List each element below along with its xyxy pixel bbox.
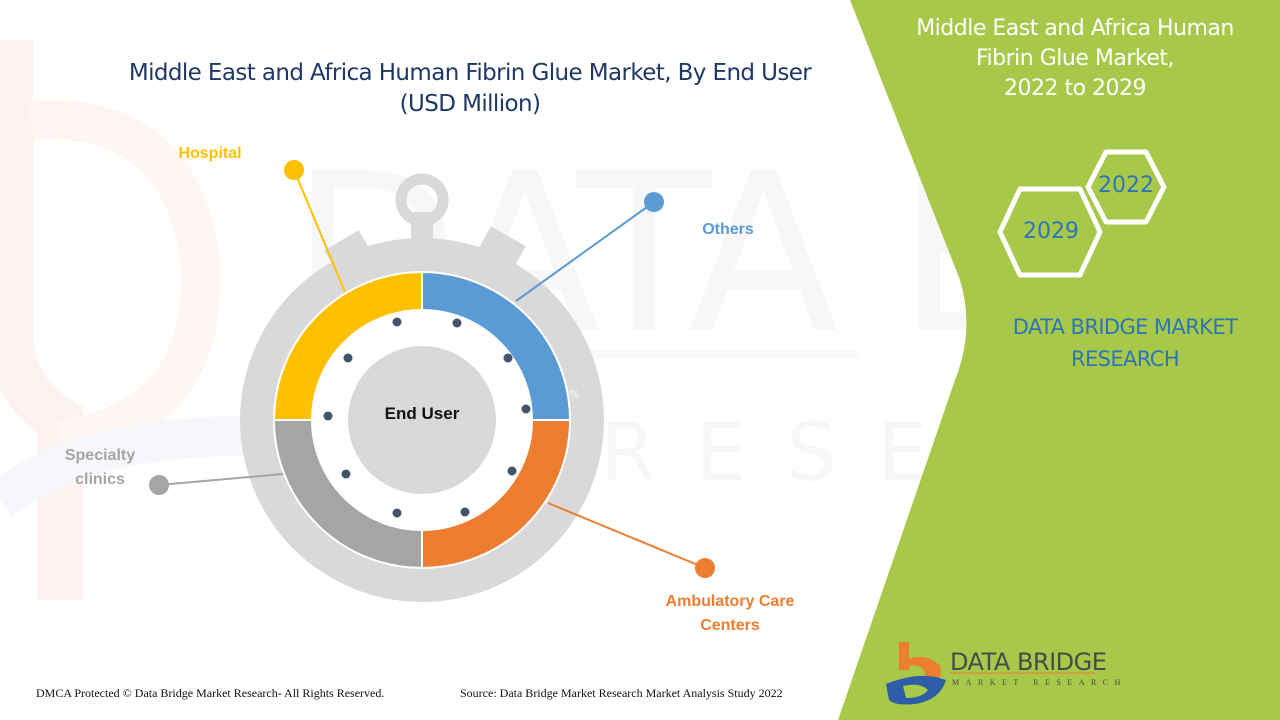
stopwatch-graphic: %	[240, 173, 604, 602]
footer-source: Source: Data Bridge Market Research Mark…	[460, 686, 783, 700]
label-specialty-clinics: Specialty clinics	[50, 444, 150, 492]
side-panel-background	[838, 0, 1280, 720]
side-title-line1: Middle East and Africa Human	[916, 16, 1234, 41]
leader-others	[515, 192, 664, 302]
label-specialty-line1: Specialty	[64, 447, 136, 464]
brand-line2: RESEARCH	[1070, 347, 1180, 371]
brand-line1: DATA BRIDGE MARKET	[1012, 315, 1238, 339]
data-bridge-logo-icon	[886, 642, 946, 705]
hexagon-2029-outline	[997, 186, 1103, 278]
leader-hospital	[284, 160, 346, 293]
side-panel-title: Middle East and Africa Human Fibrin Glue…	[880, 14, 1270, 104]
footer-copyright: DMCA Protected © Data Bridge Market Rese…	[36, 686, 385, 700]
segment-hospital	[272, 270, 423, 421]
chart-title-line2: (USD Million)	[399, 91, 541, 117]
label-specialty-line2: clinics	[75, 471, 125, 488]
center-label: End User	[384, 404, 460, 423]
hexagon-2022-outline	[1085, 149, 1167, 225]
logo-name: DATA BRIDGE	[950, 648, 1107, 676]
side-title-line2: Fibrin Glue Market,	[976, 46, 1174, 71]
svg-text:%: %	[569, 388, 579, 401]
label-ambulatory-care-centers: Ambulatory Care Centers	[640, 590, 820, 638]
hexagon-2022-label: 2022	[1098, 173, 1154, 198]
leader-ambulatory	[547, 502, 715, 578]
side-title-line3: 2022 to 2029	[1003, 76, 1147, 101]
logo-tagline: MARKET RESEARCH	[952, 678, 1127, 687]
label-ambulatory-line2: Centers	[700, 617, 760, 634]
hexagon-2029-label: 2029	[1023, 219, 1079, 244]
brand-text: DATA BRIDGE MARKET RESEARCH	[975, 311, 1275, 375]
label-ambulatory-line1: Ambulatory Care	[665, 593, 795, 610]
label-hospital: Hospital	[178, 145, 242, 162]
label-others: Others	[702, 221, 754, 238]
leader-specialty	[149, 473, 284, 495]
chart-title: Middle East and Africa Human Fibrin Glue…	[100, 58, 840, 120]
chart-title-line1: Middle East and Africa Human Fibrin Glue…	[128, 60, 812, 86]
